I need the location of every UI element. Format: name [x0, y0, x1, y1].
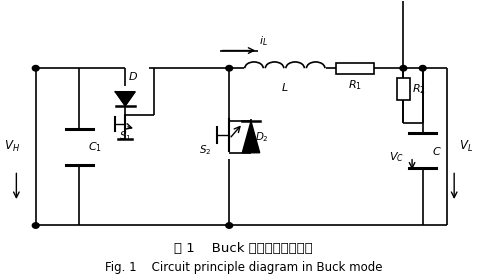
Text: $D_2$: $D_2$: [255, 130, 269, 144]
Text: $L$: $L$: [281, 81, 289, 93]
Circle shape: [226, 223, 233, 228]
Circle shape: [400, 66, 407, 71]
Text: $V_H$: $V_H$: [3, 139, 19, 154]
Text: $S_2$: $S_2$: [199, 143, 212, 157]
Text: 图 1    Buck 模式下电路原理图: 图 1 Buck 模式下电路原理图: [174, 242, 313, 255]
Circle shape: [32, 223, 39, 228]
Text: $R_2$: $R_2$: [412, 82, 426, 96]
Text: $S_1$: $S_1$: [119, 129, 132, 143]
Text: Fig. 1    Circuit principle diagram in Buck mode: Fig. 1 Circuit principle diagram in Buck…: [105, 262, 382, 274]
Circle shape: [226, 66, 233, 71]
Bar: [397, 78, 410, 100]
Polygon shape: [115, 92, 135, 106]
Text: $i_L$: $i_L$: [259, 34, 267, 48]
Polygon shape: [115, 92, 135, 106]
Text: $V_C$: $V_C$: [389, 150, 404, 163]
Text: $V_L$: $V_L$: [459, 139, 473, 154]
Text: $C$: $C$: [432, 145, 442, 157]
Text: $D$: $D$: [128, 70, 138, 82]
Polygon shape: [242, 121, 260, 153]
Circle shape: [419, 66, 426, 71]
Text: $R_1$: $R_1$: [348, 78, 362, 92]
Text: $C_1$: $C_1$: [88, 140, 102, 154]
Circle shape: [32, 66, 39, 71]
Bar: [336, 63, 375, 74]
